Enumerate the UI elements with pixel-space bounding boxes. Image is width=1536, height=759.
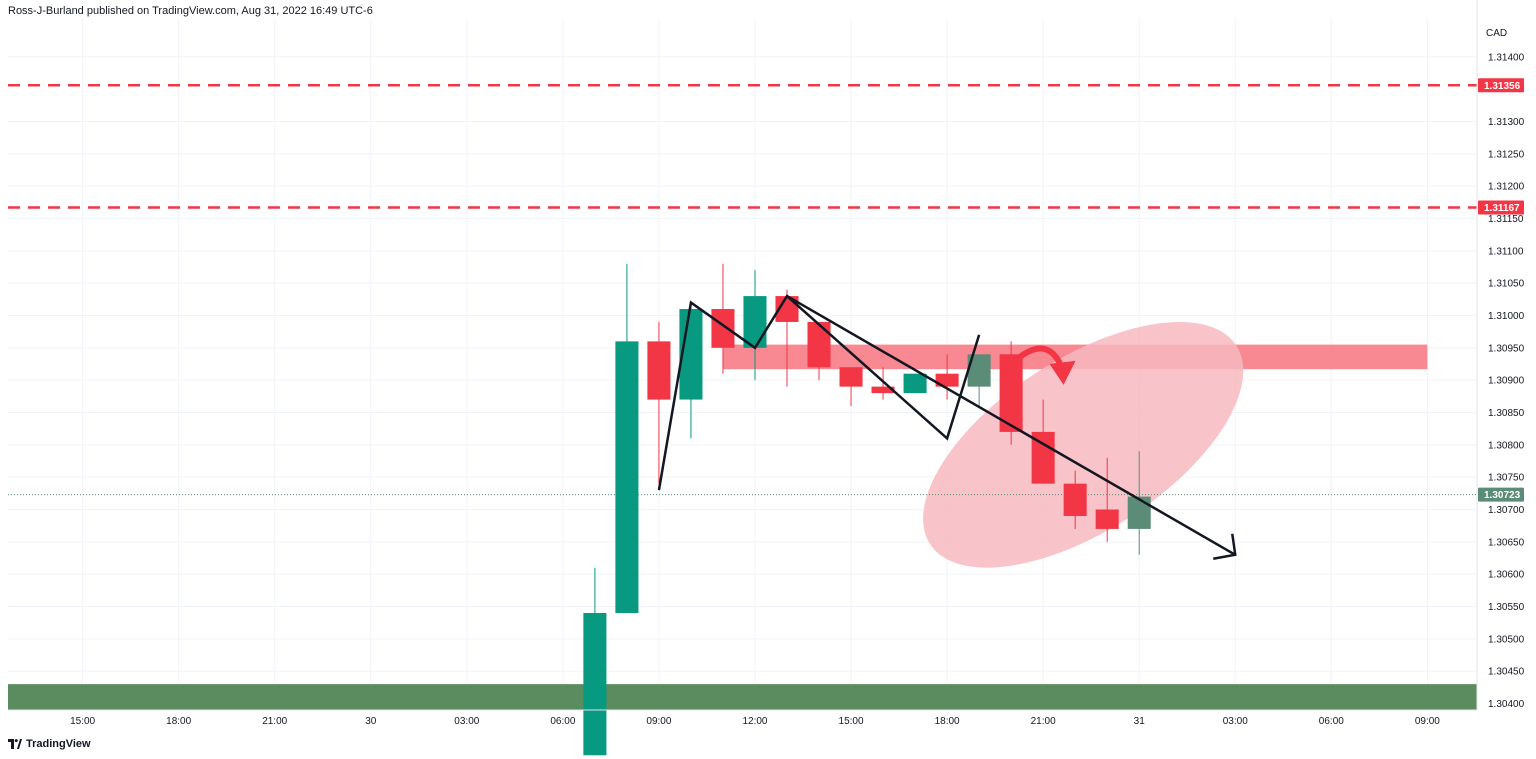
last-price-badge: [1478, 487, 1524, 502]
x-tick-label: 15:00: [839, 716, 864, 727]
chart-drawings: [657, 294, 1237, 561]
zigzag-line: [657, 294, 981, 491]
y-tick-label: 1.30950: [1488, 343, 1525, 354]
y-tick-label: 1.30750: [1488, 473, 1525, 484]
tradingview-brand[interactable]: TradingView: [26, 738, 91, 750]
x-tick-label: 03:00: [454, 716, 479, 727]
x-tick-label: 18:00: [166, 716, 191, 727]
level-price-badge-text: 1.31167: [1484, 203, 1520, 214]
x-tick-label: 21:00: [262, 716, 287, 727]
y-tick-label: 1.31150: [1488, 214, 1524, 225]
level-price-badge-text: 1.31356: [1484, 81, 1521, 92]
candle-body: [807, 321, 831, 368]
y-tick-label: 1.31200: [1488, 182, 1525, 193]
y-tick-label: 1.31050: [1488, 279, 1525, 290]
trend-arrow-line: [786, 295, 1236, 556]
footer: TradingView: [8, 738, 91, 750]
candle-body: [743, 296, 767, 348]
y-tick-label: 1.30550: [1488, 602, 1525, 613]
y-tick-label: 1.30700: [1488, 505, 1525, 516]
y-tick-label: 1.30850: [1488, 408, 1525, 419]
x-tick-label: 21:00: [1031, 716, 1056, 727]
y-tick-label: 1.31400: [1488, 52, 1525, 63]
x-tick-label: 18:00: [935, 716, 960, 727]
candle-body: [1031, 431, 1055, 484]
candle-body: [1063, 483, 1087, 516]
last-price-badge-text: 1.30723: [1484, 490, 1521, 501]
support-zone: [8, 684, 1477, 710]
y-tick-label: 1.31250: [1488, 149, 1525, 160]
y-tick-label: 1.30650: [1488, 537, 1525, 548]
chart-levels: [8, 84, 1477, 496]
candle-body: [999, 354, 1023, 432]
candle-body: [903, 373, 927, 394]
curved-arrow-head: [1049, 360, 1076, 385]
x-tick-label: 03:00: [1223, 716, 1248, 727]
chart-zones: [8, 322, 1477, 710]
curved-arrow: [1014, 345, 1065, 370]
x-tick-label: 09:00: [1415, 716, 1440, 727]
candle-body: [615, 341, 639, 613]
x-tick-label: 09:00: [646, 716, 671, 727]
candle-body: [1095, 509, 1119, 529]
publisher-caption: Ross-J-Burland published on TradingView.…: [8, 5, 373, 17]
x-tick-label: 15:00: [70, 716, 95, 727]
y-tick-label: 1.30500: [1488, 634, 1525, 645]
y-tick-label: 1.30800: [1488, 440, 1525, 451]
chart-candles: [583, 263, 1151, 756]
x-tick-label: 12:00: [742, 716, 767, 727]
candle-body: [871, 386, 895, 394]
y-tick-label: 1.30600: [1488, 570, 1525, 581]
candle-body: [647, 341, 671, 400]
candle-body: [583, 612, 607, 756]
x-tick-label: 06:00: [1319, 716, 1344, 727]
currency-label: CAD: [1486, 28, 1507, 39]
x-tick-label: 06:00: [550, 716, 575, 727]
candle-body: [839, 367, 863, 387]
y-tick-label: 1.30450: [1488, 667, 1525, 678]
x-tick-label: 31: [1134, 716, 1146, 727]
y-tick-label: 1.30900: [1488, 376, 1525, 387]
candle-body: [967, 354, 991, 387]
candle-body: [711, 309, 735, 348]
candle-body: [935, 373, 959, 387]
tradingview-logo-icon[interactable]: [8, 739, 22, 749]
chart-axes: 1.314001.313001.312501.312001.311501.311…: [8, 0, 1525, 727]
level-price-badge: [1478, 200, 1524, 215]
y-tick-label: 1.31100: [1488, 246, 1524, 257]
x-tick-label: 30: [365, 716, 377, 727]
y-tick-label: 1.31300: [1488, 117, 1525, 128]
y-tick-label: 1.31000: [1488, 311, 1525, 322]
highlight-ellipse: [923, 322, 1244, 568]
candle-body: [1127, 496, 1151, 529]
y-tick-label: 1.30400: [1488, 699, 1525, 710]
level-price-badge: [1478, 78, 1524, 93]
trend-arrow-head: [1213, 533, 1237, 561]
